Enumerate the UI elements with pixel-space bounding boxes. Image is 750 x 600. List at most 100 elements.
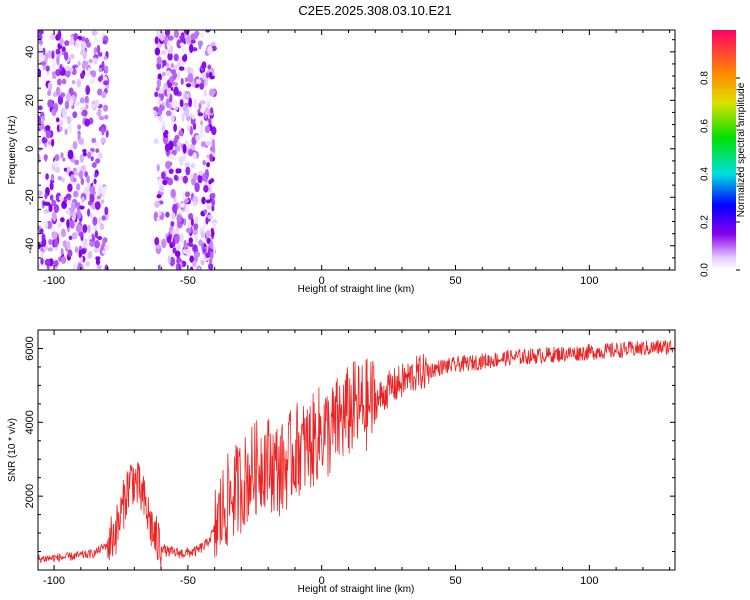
spectrogram-cell bbox=[172, 81, 179, 87]
spectrogram-cell bbox=[186, 115, 191, 122]
spectrogram-cell bbox=[166, 87, 171, 98]
spectrogram-cell bbox=[38, 105, 43, 111]
colorbar-label: Normalized spectral amplitude bbox=[736, 82, 747, 217]
spectrogram-cell bbox=[168, 168, 174, 175]
spectrogram-cell bbox=[172, 99, 178, 108]
spectrogram-cell bbox=[207, 64, 212, 70]
x-tick-label: 100 bbox=[580, 275, 598, 287]
spectrogram-cell bbox=[207, 185, 212, 193]
spectrogram-cell bbox=[41, 115, 46, 122]
spectrogram-cell bbox=[61, 46, 66, 53]
spectrogram-cell bbox=[72, 111, 78, 119]
spectrogram-cell bbox=[162, 59, 167, 67]
spectrogram-cell bbox=[188, 97, 193, 108]
spectrogram-cell bbox=[170, 221, 175, 227]
spectrogram-cell bbox=[185, 248, 191, 257]
spectrogram-cell bbox=[45, 201, 51, 207]
colorbar-tick-label: 0.6 bbox=[700, 119, 711, 133]
spectrogram-cell bbox=[173, 197, 177, 203]
spectrogram-cell bbox=[92, 216, 98, 226]
spectrogram-cell bbox=[39, 228, 44, 235]
snr-y-label: SNR (10 * v/v) bbox=[7, 418, 18, 482]
spectrogram-frame bbox=[37, 29, 676, 271]
spectrogram-cell bbox=[183, 239, 187, 250]
spectrogram-cell bbox=[88, 58, 93, 64]
snr-series-line bbox=[38, 339, 675, 569]
spectrogram-cell bbox=[54, 238, 59, 248]
spectrogram-cell bbox=[103, 55, 108, 61]
spectrogram-cell bbox=[185, 92, 190, 99]
spectrogram-cell bbox=[100, 137, 107, 144]
x-tick-label: -100 bbox=[43, 275, 65, 287]
spectrogram-cell bbox=[67, 249, 73, 257]
spectrogram-cell bbox=[97, 187, 101, 198]
spectrogram-cell bbox=[73, 177, 77, 183]
spectrogram-cell bbox=[186, 125, 191, 132]
spectrogram-cell bbox=[197, 112, 204, 117]
spectrogram-y-label: Frequency (Hz) bbox=[7, 116, 18, 185]
spectrogram-cell bbox=[183, 198, 190, 203]
spectrogram-cell bbox=[156, 56, 162, 65]
spectrogram-cell bbox=[47, 140, 52, 146]
spectrogram-cell bbox=[51, 211, 57, 222]
spectrogram-cell bbox=[170, 63, 174, 68]
spectrogram-cell bbox=[209, 153, 213, 162]
spectrogram-cell bbox=[185, 227, 192, 233]
spectrogram-cell bbox=[53, 160, 59, 168]
spectrogram-cell bbox=[43, 138, 48, 143]
spectrogram-cell bbox=[56, 124, 61, 133]
spectrogram-cell bbox=[165, 211, 170, 218]
spectrogram-cell bbox=[167, 255, 171, 265]
spectrogram-cell bbox=[40, 257, 44, 265]
spectrogram-cell bbox=[69, 217, 73, 222]
spectrogram-cell bbox=[202, 248, 206, 253]
spectrogram-cell bbox=[173, 86, 179, 96]
spectrogram-cell bbox=[204, 106, 209, 116]
spectrogram-cell bbox=[105, 84, 110, 90]
spectrogram-cell bbox=[187, 72, 194, 83]
spectrogram-cell bbox=[49, 182, 54, 191]
spectrogram-cell bbox=[64, 100, 70, 110]
snr-background bbox=[38, 330, 675, 570]
spectrogram-cell bbox=[211, 205, 215, 212]
spectrogram-cell bbox=[204, 76, 208, 87]
spectrogram-cell bbox=[170, 114, 175, 123]
spectrogram-cell bbox=[96, 44, 101, 54]
spectrogram-cell bbox=[105, 129, 109, 138]
spectrogram-cell bbox=[165, 98, 170, 108]
spectrogram-cell bbox=[171, 212, 176, 220]
spectrogram-cell bbox=[93, 36, 98, 44]
spectrogram-cell bbox=[94, 101, 100, 108]
spectrogram-cell bbox=[171, 229, 178, 236]
spectrogram-cell bbox=[209, 251, 214, 260]
colorbar-tick-label: 0.2 bbox=[700, 215, 711, 229]
spectrogram-cell bbox=[156, 43, 163, 48]
spectrogram-cell bbox=[56, 78, 62, 86]
spectrogram-cell bbox=[153, 106, 159, 111]
spectrogram-cell bbox=[181, 190, 186, 201]
spectrogram-cell bbox=[205, 199, 211, 204]
spectrogram-cell bbox=[41, 238, 47, 247]
spectrogram-cell bbox=[79, 49, 84, 56]
spectrogram-cell bbox=[66, 116, 72, 125]
spectrogram-cell bbox=[79, 153, 85, 163]
spectrogram-cell bbox=[96, 195, 102, 200]
spectrogram-panel: -100 -50 0 50 100 -40 -20 0 20 40 Height of stra… bbox=[7, 29, 676, 295]
spectrogram-cell bbox=[85, 104, 89, 110]
spectrogram-cell bbox=[99, 115, 105, 121]
spectrogram-cell bbox=[97, 107, 102, 118]
spectrogram-cell bbox=[40, 61, 46, 66]
spectrogram-cell bbox=[153, 138, 159, 144]
spectrogram-cell bbox=[172, 139, 178, 147]
spectrogram-cell bbox=[211, 138, 216, 149]
spectrogram-cell bbox=[43, 209, 50, 214]
spectrogram-cell bbox=[52, 61, 56, 71]
spectrogram-cell bbox=[174, 234, 180, 244]
spectrogram-cell bbox=[181, 95, 186, 101]
x-tick-label: -50 bbox=[180, 575, 196, 587]
spectrogram-cell bbox=[174, 145, 181, 152]
y-tick-label: 40 bbox=[24, 46, 36, 58]
spectrogram-cell bbox=[89, 240, 96, 247]
spectrogram-cell bbox=[208, 179, 212, 185]
spectrogram-cell bbox=[64, 65, 71, 72]
